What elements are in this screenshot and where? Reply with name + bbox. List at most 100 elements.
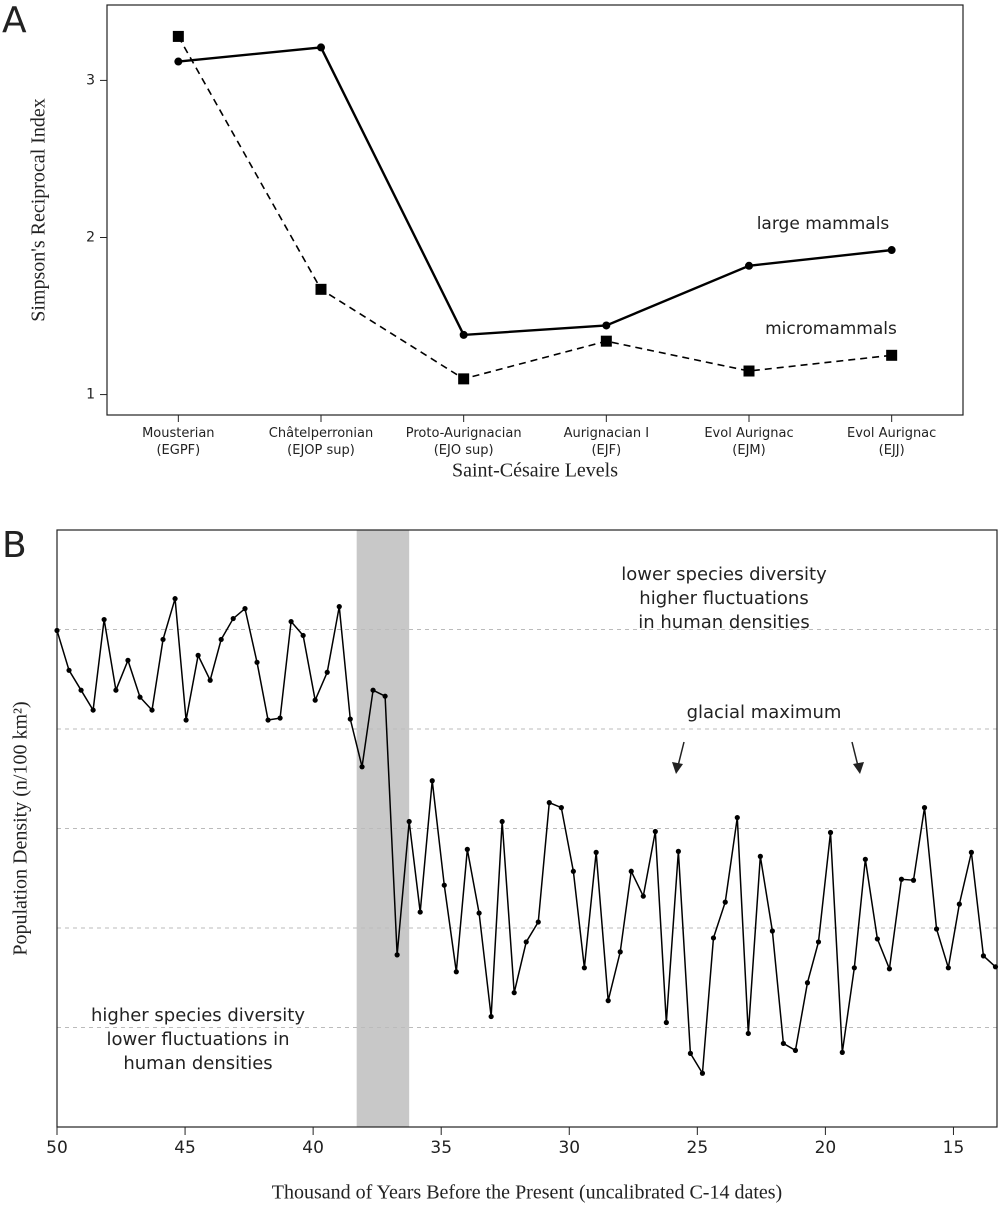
marker <box>265 717 271 723</box>
marker <box>862 856 868 862</box>
marker <box>546 800 552 806</box>
marker <box>523 939 529 945</box>
marker <box>839 1049 845 1055</box>
marker <box>980 953 987 959</box>
marker <box>780 1040 786 1047</box>
marker <box>66 667 72 673</box>
marker <box>406 818 412 825</box>
marker <box>743 365 755 377</box>
marker <box>459 330 468 339</box>
marker <box>78 687 84 693</box>
x-tick-label: 35 <box>430 1138 452 1158</box>
panel-label: A <box>2 0 27 41</box>
marker <box>593 849 599 855</box>
marker <box>769 928 775 934</box>
plot-frame <box>106 4 964 416</box>
marker <box>315 283 327 295</box>
marker <box>183 717 189 723</box>
marker <box>336 604 342 610</box>
marker <box>312 697 318 703</box>
marker <box>277 715 283 721</box>
marker <box>207 677 213 683</box>
marker <box>745 1030 751 1037</box>
marker <box>710 935 717 941</box>
marker <box>317 43 325 52</box>
x-tick-label: Mousterian (EGPF) <box>142 426 215 458</box>
marker <box>663 1019 669 1026</box>
x-tick-label: 25 <box>687 1138 709 1158</box>
marker <box>300 632 306 639</box>
marker <box>581 965 587 971</box>
x-axis-title: Saint-Césaire Levels <box>452 460 618 482</box>
marker <box>394 952 400 958</box>
series-line <box>177 36 892 380</box>
marker <box>933 926 940 932</box>
shaded-span <box>356 530 410 1127</box>
marker <box>458 373 470 385</box>
marker <box>453 969 459 975</box>
marker <box>54 627 60 634</box>
marker <box>605 998 611 1004</box>
annotation: glacial maximum <box>686 702 842 723</box>
x-tick-label: 30 <box>558 1138 580 1158</box>
marker <box>956 901 962 907</box>
marker <box>757 853 763 859</box>
x-tick-label: 20 <box>815 1138 837 1158</box>
marker <box>488 1013 494 1020</box>
marker <box>887 246 896 255</box>
marker <box>600 335 612 347</box>
marker <box>921 805 928 811</box>
marker <box>687 1050 694 1056</box>
marker <box>628 868 634 874</box>
marker <box>90 707 96 713</box>
marker <box>640 893 646 899</box>
marker <box>218 636 224 643</box>
y-tick-label: 3 <box>86 72 95 88</box>
marker <box>370 687 376 693</box>
marker <box>910 877 917 883</box>
series-label: large mammals <box>757 214 890 234</box>
marker <box>602 321 611 330</box>
marker <box>160 636 166 643</box>
x-tick-label: Evol Aurignac (EJM) <box>704 426 794 458</box>
marker <box>230 615 236 622</box>
marker <box>172 596 178 602</box>
marker <box>149 707 155 713</box>
marker <box>125 657 131 663</box>
marker <box>699 1070 706 1076</box>
marker <box>499 818 505 825</box>
marker <box>558 805 564 811</box>
marker <box>535 919 541 925</box>
x-tick-label: 40 <box>302 1138 324 1158</box>
marker <box>745 261 753 270</box>
series-line <box>56 598 996 1076</box>
marker <box>898 876 905 882</box>
x-tick-label: Evol Aurignac (EJJ) <box>847 426 937 458</box>
marker <box>441 882 447 888</box>
marker <box>359 764 365 770</box>
y-tick-label: 2 <box>86 229 95 245</box>
glacial-arrows <box>672 741 864 774</box>
marker <box>968 849 974 855</box>
marker <box>347 716 353 722</box>
marker <box>288 618 294 625</box>
marker <box>827 829 834 836</box>
marker <box>417 909 423 915</box>
marker <box>172 30 184 42</box>
x-axis-title: Thousand of Years Before the Present (un… <box>272 1182 782 1204</box>
marker <box>511 990 517 996</box>
marker <box>874 936 880 942</box>
y-axis-title: Population Density (n/100 km²) <box>10 701 32 955</box>
x-tick-label: 15 <box>943 1138 965 1158</box>
marker <box>617 949 623 955</box>
annotation: higher species diversity lower fluctuati… <box>90 1005 306 1074</box>
x-tick-label: Proto-Aurignacian (EJO sup) <box>405 426 522 458</box>
marker <box>652 828 658 835</box>
x-tick-label: Aurignacian I (EJF) <box>563 426 650 458</box>
annotation: lower species diversity higher fluctuati… <box>621 564 827 633</box>
marker <box>242 606 248 612</box>
marker <box>945 965 951 971</box>
marker <box>476 910 482 916</box>
x-tick-label: Châtelperronian (EJOP sup) <box>268 426 374 458</box>
